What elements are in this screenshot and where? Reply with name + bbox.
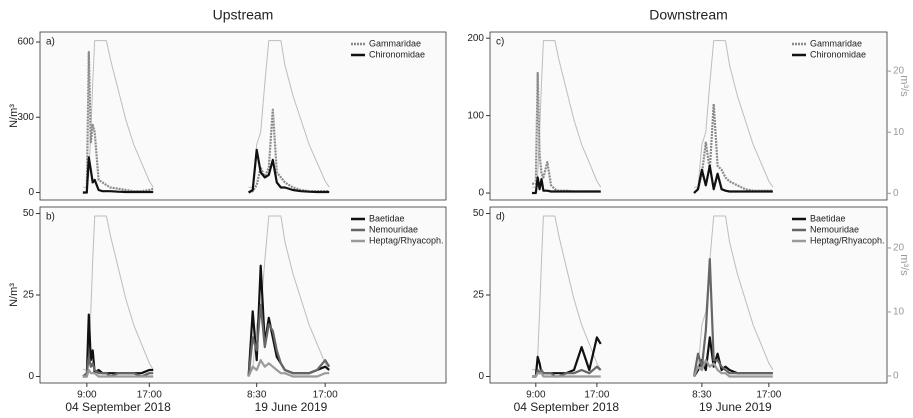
y2-tick-label: 10 (893, 307, 905, 318)
y-tick-label: 200 (467, 33, 484, 44)
y-tick-label: 50 (473, 208, 485, 219)
y-tick-label: 300 (17, 112, 34, 123)
series-line (247, 359, 330, 378)
column-title: Downstream (649, 7, 728, 23)
date-label: 04 September 2018 (514, 400, 620, 414)
series-line (532, 176, 601, 195)
x-tick-label: 17:00 (584, 390, 609, 401)
x-tick-label: 9:00 (77, 390, 97, 401)
y2-tick-label: 0 (893, 371, 899, 382)
y2-tick-label: 20 (893, 243, 905, 254)
column-title: Upstream (213, 7, 274, 23)
y-tick-label: 25 (23, 290, 35, 301)
y2-axis-label: m³/s (898, 75, 910, 97)
date-label: 19 June 2019 (255, 400, 328, 414)
panel-frame (39, 31, 447, 201)
y-tick-label: 0 (28, 187, 34, 198)
series-line (532, 365, 602, 378)
y-tick-label: 100 (467, 110, 484, 121)
legend-label: Gammaridae (369, 38, 421, 48)
y-axis-label: N/m³ (8, 104, 20, 128)
y2-tick-label: 20 (893, 66, 905, 77)
legend-label: Nemouridae (369, 224, 418, 234)
legend-label: Heptag/Rhyacoph. (810, 235, 885, 245)
panel-frame (489, 206, 888, 384)
legend-label: Baetidae (810, 213, 846, 223)
y-tick-label: 0 (478, 188, 484, 199)
series-line (247, 303, 331, 377)
series-line (82, 368, 154, 378)
y-tick-label: 25 (473, 290, 485, 301)
legend-label: Gammaridae (810, 38, 862, 48)
series-line (692, 359, 773, 378)
y-tick-label: 600 (17, 37, 34, 48)
series-line (532, 336, 602, 378)
series-line (692, 258, 773, 377)
series-line (693, 102, 773, 194)
y-tick-label: 0 (28, 371, 34, 382)
panel-label: a) (46, 37, 55, 48)
discharge-line (532, 215, 602, 371)
series-line (532, 372, 601, 378)
discharge-line (694, 40, 774, 188)
panel-label: d) (496, 212, 505, 223)
discharge-line (82, 40, 154, 188)
legend-label: Baetidae (369, 213, 405, 223)
y2-axis-label: m³/s (898, 254, 910, 276)
series-line (82, 355, 154, 378)
x-tick-label: 8:30 (247, 390, 267, 401)
y-tick-label: 0 (478, 371, 484, 382)
legend-label: Chironomidae (810, 49, 866, 59)
discharge-line (248, 40, 330, 188)
y2-tick-label: 0 (893, 188, 899, 199)
y-axis-label: N/m³ (8, 283, 20, 307)
x-tick-label: 17:00 (137, 390, 162, 401)
legend-label: Heptag/Rhyacoph. (369, 235, 444, 245)
y-tick-label: 50 (23, 208, 35, 219)
series-line (82, 156, 154, 194)
panel-label: c) (496, 37, 504, 48)
panel-frame (39, 206, 447, 384)
discharge-line (694, 215, 774, 371)
legend-label: Nemouridae (810, 224, 859, 234)
panel-frame (489, 31, 888, 201)
x-tick-label: 8:30 (692, 390, 712, 401)
legend-label: Chironomidae (369, 49, 425, 59)
date-label: 04 September 2018 (65, 400, 171, 414)
series-line (248, 148, 330, 194)
series-line (693, 164, 773, 194)
panel-label: b) (46, 212, 55, 223)
y2-tick-label: 10 (893, 127, 905, 138)
x-tick-label: 9:00 (526, 390, 546, 401)
x-tick-label: 17:00 (313, 390, 338, 401)
x-tick-label: 17:00 (756, 390, 781, 401)
date-label: 19 June 2019 (699, 400, 772, 414)
